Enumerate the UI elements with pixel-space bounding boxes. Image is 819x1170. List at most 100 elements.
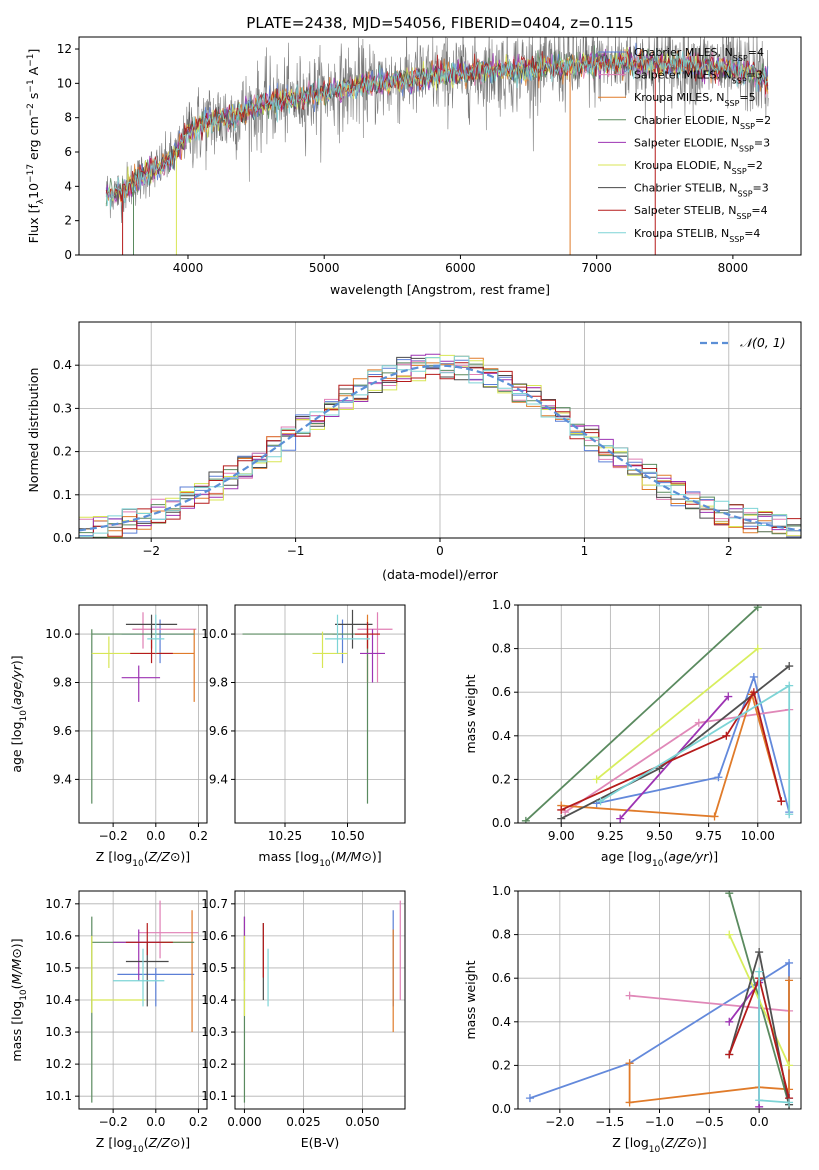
- legend-text: Salpeter ELODIE, N: [634, 136, 739, 149]
- x-axis-label: (data-model)/error: [382, 567, 499, 582]
- legend-tail: =2: [755, 114, 771, 127]
- legend-sub: SSP: [733, 54, 748, 63]
- y-tick-label: 9.6: [209, 724, 228, 738]
- y-tick-label: 9.8: [209, 676, 228, 690]
- x-tick-label: 0.000: [227, 1115, 261, 1129]
- spectrum-model-line: [105, 48, 768, 210]
- weight-marker: [749, 688, 758, 697]
- label-part: )]: [697, 1135, 707, 1150]
- x-tick-label: −0.2: [99, 1115, 128, 1129]
- y-tick-label: 10.4: [201, 993, 228, 1007]
- plot-area: [79, 353, 801, 538]
- label-part: 10: [132, 859, 144, 869]
- legend-entry: Chabrier STELIB, NSSP=3: [634, 182, 769, 199]
- errorbar-point: [138, 900, 199, 959]
- x-tick-label: 0.0: [750, 1115, 769, 1129]
- y-axis-label: Flux [fλ10−17 erg cm−2 s−1 A−1]: [26, 49, 46, 244]
- y-tick-label: 9.6: [53, 724, 72, 738]
- label-part: Z/Z⊙: [148, 849, 181, 864]
- weight-marker: [616, 814, 625, 823]
- x-axis-label: Z [log10(Z/Z⊙)]: [612, 1135, 706, 1155]
- legend-entry: Chabrier MILES, NSSP=4: [634, 46, 764, 63]
- plot-area: [521, 605, 794, 823]
- x-tick-label: 0.0: [146, 829, 165, 843]
- legend-tail: =2: [747, 159, 763, 172]
- label-part: M/M⊙: [336, 849, 372, 864]
- legend-text: Chabrier ELODIE, N: [634, 114, 740, 127]
- errorbar-point: [117, 967, 195, 1007]
- label-part: 10: [26, 183, 41, 199]
- errorbar-point: [132, 612, 197, 649]
- label-part: )]: [9, 938, 24, 948]
- y-tick-label: 6: [64, 145, 72, 159]
- weight-marker: [785, 681, 794, 690]
- legend-tail: =3: [747, 69, 763, 82]
- x-axis-label: Z [log10(Z/Z⊙)]: [96, 1135, 190, 1155]
- weight-marker: [785, 810, 794, 819]
- y-tick-label: 0.8: [492, 928, 511, 942]
- x-tick-label: 7000: [581, 261, 612, 275]
- y-tick-label: 0.2: [53, 445, 72, 459]
- y-tick-label: 0.4: [53, 358, 72, 372]
- legend-sub: SSP: [739, 144, 754, 153]
- errorbar-point: [160, 629, 195, 702]
- y-tick-label: 10.5: [45, 961, 72, 975]
- label-part: (: [144, 1135, 149, 1150]
- normal-reference-curve: [79, 364, 801, 532]
- x-tick-label: 0.025: [286, 1115, 320, 1129]
- legend-tail: =4: [751, 204, 767, 217]
- x-tick-label: 9.25: [597, 829, 624, 843]
- weight-series: [557, 688, 786, 814]
- x-tick-label: 1: [581, 544, 589, 558]
- plot-area: [105, 37, 769, 255]
- y-tick-label: 10.3: [201, 1025, 228, 1039]
- grid: [235, 605, 405, 823]
- y-tick-label: 0.6: [492, 685, 511, 699]
- label-part: )]: [180, 849, 190, 864]
- y-tick-label: 0: [64, 248, 72, 262]
- y-tick-label: 10: [57, 76, 72, 90]
- label-part: 10: [132, 1145, 144, 1155]
- axes-frame: [78, 36, 802, 256]
- weight-marker: [525, 1094, 534, 1103]
- y-tick-label: 10.0: [45, 627, 72, 641]
- legend-entry: 𝒩(0, 1): [740, 335, 786, 350]
- errorbar-point: [91, 935, 146, 1013]
- legend-entry: Salpeter MILES, NSSP=3: [634, 69, 763, 86]
- label-part: )]: [9, 655, 24, 665]
- label-part: mass [log: [9, 1001, 24, 1062]
- legend-sub: SSP: [732, 167, 747, 176]
- legend-tail: =4: [748, 46, 764, 59]
- label-part: −2: [26, 103, 36, 116]
- label-part: Z/Z⊙: [664, 1135, 697, 1150]
- legend-text: Salpeter MILES, N: [634, 69, 732, 82]
- axes-frame: [78, 604, 208, 824]
- y-tick-label: 10.2: [45, 1057, 72, 1071]
- y-axis-label: age [log10(age/yr)]: [9, 655, 29, 772]
- weight-marker: [753, 605, 762, 612]
- x-tick-label: 10.00: [741, 829, 775, 843]
- weight-series-line: [525, 606, 759, 822]
- label-part: age/yr: [9, 664, 24, 705]
- y-axis-label: Normed distribution: [26, 368, 41, 493]
- x-axis-label: E(B-V): [301, 1135, 340, 1150]
- x-tick-label: −1.0: [645, 1115, 674, 1129]
- weight-marker: [753, 644, 762, 653]
- axes-residuals: −2 −1 0 1 2 0.0 0.1 0.2 0.3 0.4: [53, 321, 802, 558]
- label-part: Z [log: [96, 1135, 132, 1150]
- weight-marker: [714, 773, 723, 782]
- errorbar-point: [157, 910, 193, 1033]
- grid: [235, 891, 405, 1109]
- chart-title: PLATE=2438, MJD=54056, FIBERID=0404, z=0…: [246, 14, 633, 32]
- x-tick-label: 9.00: [548, 829, 575, 843]
- weight-marker: [777, 797, 786, 806]
- label-part: (: [9, 984, 24, 989]
- weight-marker: [785, 662, 794, 671]
- label-part: ]: [26, 49, 41, 54]
- weight-marker: [725, 930, 734, 939]
- label-part: s: [26, 93, 41, 104]
- errorbar-point: [113, 948, 165, 1007]
- weight-marker: [596, 797, 605, 806]
- legend-text: Chabrier MILES, N: [634, 46, 733, 59]
